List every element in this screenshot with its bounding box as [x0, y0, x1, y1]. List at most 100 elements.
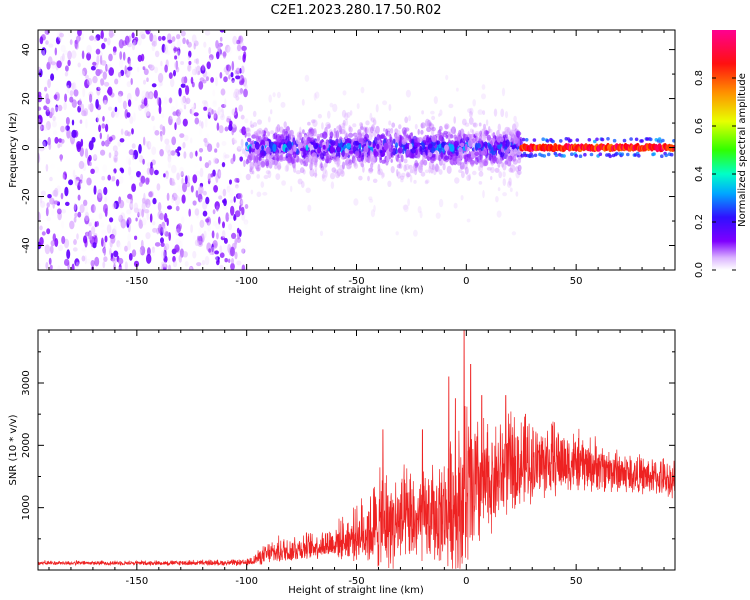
spectrogram-cell — [524, 138, 529, 142]
spectrogram-cell — [55, 104, 59, 113]
spectrogram-cell — [119, 59, 124, 69]
spectrogram-cell — [324, 162, 328, 168]
spectrogram-cell — [125, 198, 131, 204]
spectrogram-cell — [92, 242, 97, 249]
spectrogram-cell — [408, 115, 411, 122]
spectrogram-cell — [255, 155, 259, 161]
spectrogram-cell — [245, 173, 251, 181]
spectrogram-cell — [502, 162, 507, 171]
spectrogram-cell — [144, 106, 150, 117]
spectrogram-cell — [170, 150, 176, 156]
spectrogram-cell — [343, 144, 347, 149]
spectrogram-cell — [63, 258, 70, 266]
spectrogram-cell — [149, 213, 153, 223]
spectrogram-cell — [171, 36, 176, 42]
spectrogram-cell — [408, 135, 412, 143]
spectrogram-cell — [186, 253, 192, 260]
spectrogram-cell — [438, 129, 442, 134]
spectrogram-cell — [554, 153, 559, 157]
spectrogram-cell — [154, 50, 160, 58]
spectrogram-cell — [304, 74, 310, 82]
spectrogram-cell — [422, 151, 426, 158]
spectrogram-cell — [97, 188, 103, 199]
spectrogram-cell — [372, 178, 378, 183]
spectrogram-cell — [472, 122, 478, 128]
spectrogram-cell — [164, 41, 170, 49]
spectrogram-cell — [245, 127, 250, 132]
spectrogram-cell — [472, 170, 477, 176]
spectrogram-cell — [55, 36, 61, 45]
spectrogram-cell — [241, 65, 245, 74]
spectrogram-cell — [129, 42, 134, 47]
spectrogram-cell — [587, 138, 592, 142]
spectrogram-cell — [131, 183, 137, 192]
spectrogram-cell — [52, 115, 56, 122]
spectrogram-cell — [397, 147, 403, 154]
spectrogram-cell — [153, 89, 158, 99]
spectrogram-cell — [165, 143, 171, 153]
spectrogram-cell — [204, 118, 208, 128]
spectrogram-cell — [98, 69, 103, 74]
spectrogram-cell — [249, 162, 255, 170]
spectrogram-cell — [474, 151, 480, 157]
spectrogram-cell — [168, 232, 171, 241]
spectrogram-cell — [219, 30, 225, 33]
snr-ticks: -150 -100 -50 0 50 1000 2000 3000 — [21, 330, 675, 587]
spectrogram-cell — [131, 143, 136, 149]
spectrogram-cell — [390, 166, 395, 174]
spectrogram-cell — [598, 152, 603, 156]
spectrogram-cell — [661, 138, 665, 143]
spectrogram-cell — [490, 176, 493, 180]
spectrogram-cell — [96, 221, 99, 227]
spectrogram-cell — [570, 152, 574, 156]
spectrogram-cell — [293, 166, 297, 173]
spectrogram-cell — [82, 178, 86, 183]
spectrogram-cell — [63, 50, 69, 56]
spectrogram-cell — [44, 244, 51, 255]
spectrogram-cell — [120, 128, 124, 135]
spectrogram-cell — [180, 83, 186, 88]
spectrogram-cell — [44, 57, 49, 64]
spectrogram-cell — [100, 30, 104, 40]
spectrogram-cell — [149, 64, 155, 71]
spectrogram-cell — [101, 60, 107, 66]
spectrogram-cell — [442, 163, 446, 171]
spectrogram-cell — [73, 216, 77, 223]
spectrogram-cell — [509, 187, 513, 193]
spectrogram-cell — [388, 148, 394, 153]
spectrogram-cell — [467, 146, 470, 152]
spectrogram-cell — [373, 117, 376, 126]
spectrogram-cell — [214, 158, 219, 164]
spectrogram-cell — [244, 118, 249, 124]
spectrogram-cell — [176, 117, 182, 126]
spectrogram-cell — [185, 97, 191, 105]
spectrogram-cell — [453, 134, 457, 139]
spectrogram-cell — [211, 140, 216, 147]
spectrogram-cell — [221, 229, 227, 239]
spectrogram-cell — [108, 106, 113, 111]
spectrogram-cell — [196, 262, 202, 267]
spectrogram-cell — [285, 126, 290, 131]
spectrogram-cell — [241, 126, 247, 136]
spectrogram-cell — [151, 246, 155, 254]
spectrogram-cell — [246, 155, 252, 164]
spectrogram-cell — [371, 124, 375, 132]
spectrogram-cell — [60, 192, 64, 200]
spectrogram-cell — [230, 199, 234, 204]
spectrogram-cell — [439, 109, 443, 116]
spectrogram-cell — [181, 177, 184, 185]
spectrogram-cell — [164, 64, 168, 73]
spectrogram-cell — [354, 133, 359, 138]
spectrogram-cell — [127, 99, 132, 107]
spectrogram-cell — [38, 106, 42, 111]
spectrogram-cell — [176, 151, 181, 157]
spectrogram-cell — [54, 136, 59, 144]
spectrogram-cell — [277, 165, 282, 170]
spectrogram-cell — [281, 156, 287, 161]
spectrogram-cell — [228, 258, 231, 263]
spectrogram-cell — [167, 39, 173, 44]
spectrogram-cell — [256, 159, 261, 166]
spectrogram-cell — [364, 151, 368, 160]
colorbar-gradient — [712, 30, 736, 270]
spectrogram-cell — [154, 66, 159, 74]
